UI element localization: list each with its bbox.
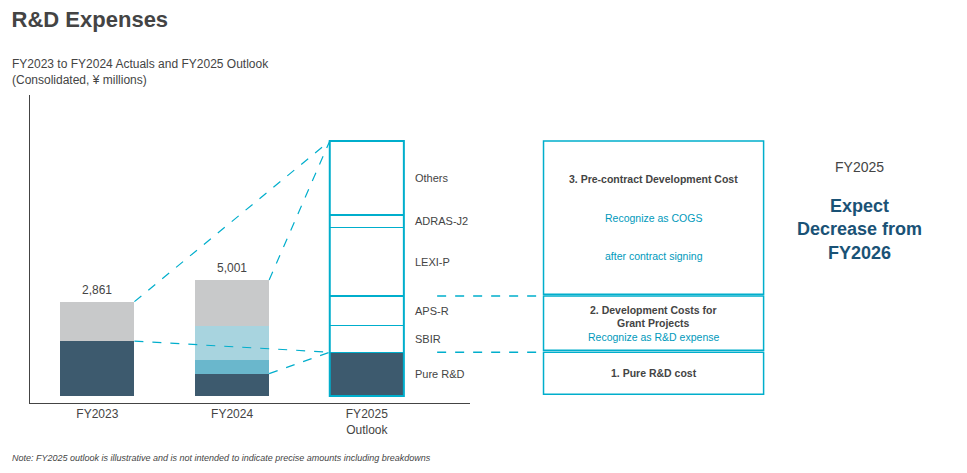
svg-text:FY2024: FY2024 xyxy=(211,407,253,421)
svg-text:SBIR: SBIR xyxy=(415,333,441,345)
svg-text:5,001: 5,001 xyxy=(217,261,247,275)
svg-text:3. Pre-contract Development Co: 3. Pre-contract Development Cost xyxy=(569,173,738,185)
svg-text:Recognize as R&D expense: Recognize as R&D expense xyxy=(588,331,719,343)
svg-text:ADRAS-J2: ADRAS-J2 xyxy=(415,215,468,227)
svg-text:Pure R&D: Pure R&D xyxy=(415,368,465,380)
svg-text:ExpectDecrease fromFY2026: ExpectDecrease fromFY2026 xyxy=(797,196,922,263)
svg-text:2,861: 2,861 xyxy=(82,283,112,297)
svg-text:after contract signing: after contract signing xyxy=(605,250,703,262)
svg-text:APS-R: APS-R xyxy=(415,305,449,317)
svg-text:FY2023 to FY2024 Actuals and F: FY2023 to FY2024 Actuals and FY2025 Outl… xyxy=(12,57,269,87)
svg-text:FY2023: FY2023 xyxy=(76,407,118,421)
svg-text:Recognize as COGS: Recognize as COGS xyxy=(605,212,702,224)
svg-text:Grant Projects: Grant Projects xyxy=(617,317,690,329)
svg-text:Others: Others xyxy=(415,172,449,184)
svg-text:R&D Expenses: R&D Expenses xyxy=(12,7,169,32)
svg-text:2. Development Costs for: 2. Development Costs for xyxy=(590,304,717,316)
svg-text:FY2025Outlook: FY2025Outlook xyxy=(346,407,389,437)
svg-text:Note: FY2025 outlook is illust: Note: FY2025 outlook is illustrative and… xyxy=(12,453,431,463)
svg-text:FY2025: FY2025 xyxy=(835,159,884,175)
svg-text:LEXI-P: LEXI-P xyxy=(415,256,450,268)
svg-text:1. Pure R&D cost: 1. Pure R&D cost xyxy=(611,367,697,379)
